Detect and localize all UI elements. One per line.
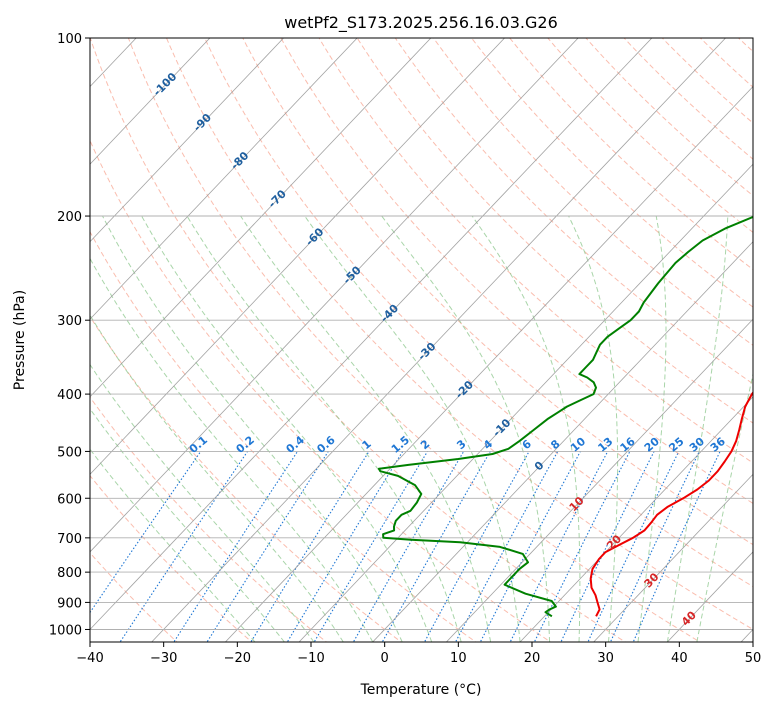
- x-tick-label: 10: [450, 651, 467, 666]
- mixing-ratio-line: [352, 451, 465, 642]
- dry-adiabats: [90, 38, 753, 642]
- y-tick-label: 100: [57, 32, 82, 47]
- isotherm-line: [372, 241, 753, 642]
- y-tick-label: 900: [57, 596, 82, 611]
- isotherm-line: [90, 38, 653, 631]
- moist-adiabat-line: [240, 215, 492, 642]
- mixing-ratio-line: [479, 451, 581, 642]
- dry-adiabat-line: [470, 38, 753, 308]
- axis-ticks: −40 −30 −20 −10 0 10 20 30 40 50 100 200 300 400 500 60…: [49, 32, 761, 666]
- x-axis-label: Temperature (°C): [360, 682, 482, 698]
- dry-adiabat-line: [90, 396, 328, 642]
- isotherm-line: [519, 396, 753, 642]
- moist-adiabat-line: [102, 215, 403, 642]
- x-tick-label: 40: [671, 651, 688, 666]
- isotherm-line: [593, 473, 753, 642]
- mixing-ratio-line: [119, 451, 248, 642]
- isotherm-line: [90, 38, 432, 398]
- mixing-ratio-line: [286, 451, 404, 642]
- dry-adiabat-line: [280, 38, 753, 504]
- mixing-ratio-line: [587, 451, 680, 642]
- pressure-gridlines: [90, 38, 753, 630]
- isotherm-line: [90, 38, 579, 553]
- mixing-ratio-line: [560, 451, 655, 642]
- x-tick-label: 20: [524, 651, 541, 666]
- mixing-ratio-line: [609, 451, 700, 642]
- isotherm-line: [90, 38, 506, 475]
- mixing-ratio-line: [509, 451, 609, 642]
- moist-adiabat-line: [381, 215, 551, 642]
- moist-adiabat-line: [90, 408, 285, 642]
- y-tick-label: 200: [57, 210, 82, 225]
- moist-adiabat-line: [186, 215, 462, 642]
- y-tick-label: 800: [57, 566, 82, 581]
- mixing-ratio-line: [250, 451, 370, 642]
- dry-adiabat-line: [90, 38, 627, 642]
- chart-title: wetPf2_S173.2025.256.16.03.G26: [284, 13, 558, 33]
- isotherm-line: [151, 38, 727, 642]
- dry-adiabat-line: [127, 38, 701, 642]
- mixing-ratio-line: [206, 451, 329, 642]
- dry-adiabat-line: [204, 38, 753, 588]
- dewpoint-trace: [377, 215, 753, 618]
- dry-adiabat-line: [623, 38, 753, 160]
- temperature-trace: [589, 391, 753, 617]
- isotherms: [90, 38, 753, 642]
- y-tick-label: 400: [57, 388, 82, 403]
- y-tick-label: 500: [57, 445, 82, 460]
- dry-adiabat-line: [585, 38, 753, 197]
- isotherm-line: [224, 86, 753, 642]
- isotherm-line: [445, 318, 753, 642]
- y-tick-label: 600: [57, 492, 82, 507]
- mixing-ratio-line: [423, 451, 530, 642]
- x-tick-label: −20: [224, 651, 251, 666]
- x-tick-label: −40: [76, 651, 103, 666]
- dry-adiabat-line: [90, 315, 402, 642]
- moist-adiabat-line: [304, 215, 521, 642]
- moist-adiabat-line: [90, 257, 374, 642]
- moist-adiabat-line: [666, 215, 729, 642]
- sounding-traces: [377, 215, 753, 618]
- dry-adiabat-line: [242, 38, 753, 546]
- y-tick-label: 1000: [49, 623, 82, 638]
- dry-adiabat-line: [394, 38, 753, 385]
- dry-adiabat-line: [432, 38, 753, 346]
- isotherm-line: [90, 38, 358, 320]
- moist-adiabat-line: [568, 215, 619, 642]
- plot-area: 0.1 0.2 0.4 0.6 1 1.5 2 3 4 6 8 10 13 16 20 25 30 36-100-…: [90, 38, 753, 642]
- y-tick-label: 700: [57, 532, 82, 547]
- dry-adiabat-line: [165, 38, 753, 631]
- y-axis-label: Pressure (hPa): [12, 290, 28, 390]
- x-tick-label: −10: [297, 651, 324, 666]
- dry-adiabat-line: [509, 38, 753, 271]
- plot-frame: [89, 37, 754, 643]
- isotherm-line: [298, 163, 753, 642]
- isotherm-line: [90, 38, 211, 165]
- mixing-ratio-line: [313, 451, 428, 642]
- dry-adiabat-line: [318, 38, 753, 464]
- x-tick-label: 30: [597, 651, 614, 666]
- dry-adiabat-line: [90, 139, 552, 642]
- y-tick-label: 300: [57, 314, 82, 329]
- moist-adiabat-line: [90, 314, 344, 642]
- x-tick-label: −30: [150, 651, 177, 666]
- isotherm-line: [90, 38, 285, 243]
- moist-adiabat-line: [141, 215, 433, 642]
- moist-adiabats: [90, 215, 753, 642]
- moist-adiabat-line: [90, 448, 256, 642]
- x-tick-label: 0: [381, 651, 389, 666]
- x-tick-label: 50: [745, 651, 762, 666]
- moist-adiabat-line: [637, 215, 667, 642]
- moist-adiabat-line: [471, 215, 581, 642]
- dry-adiabat-line: [90, 230, 477, 642]
